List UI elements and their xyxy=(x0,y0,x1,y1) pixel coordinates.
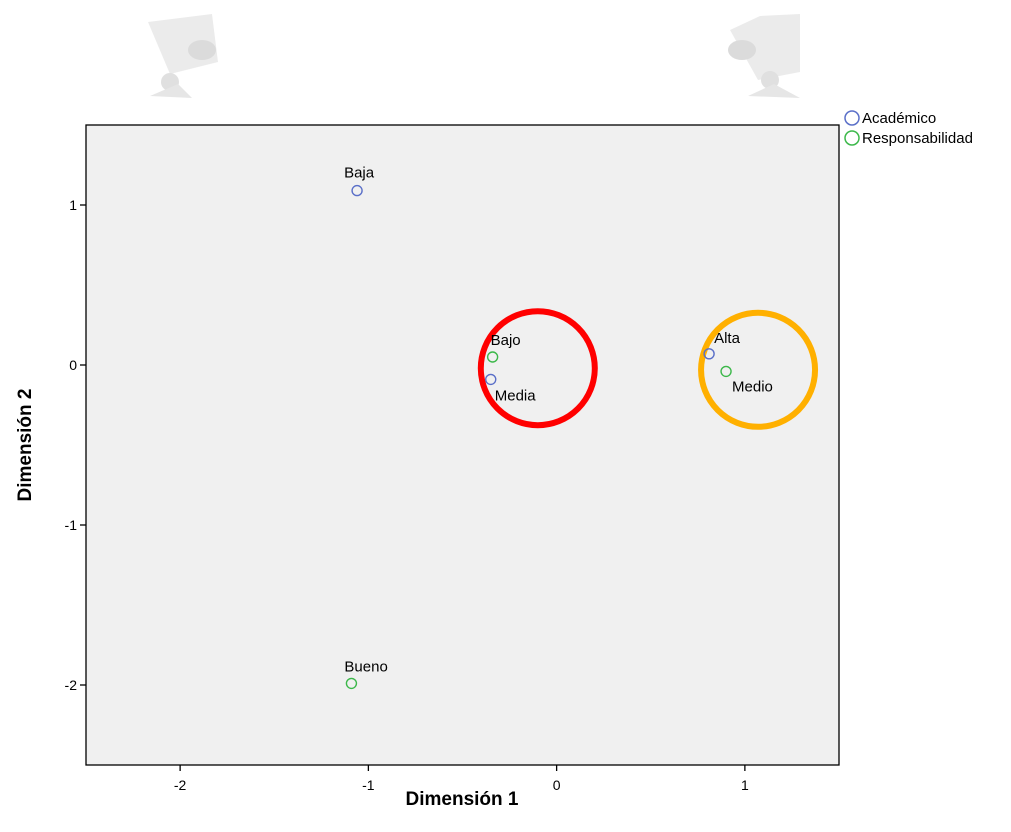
y-tick-label: 1 xyxy=(69,197,77,213)
watermark-left xyxy=(148,14,218,98)
point-label: Baja xyxy=(344,165,375,182)
watermark-right xyxy=(728,14,800,98)
x-tick-label: -2 xyxy=(174,777,187,793)
y-axis-title: Dimensión 2 xyxy=(15,389,36,502)
plot-area xyxy=(86,125,839,765)
legend-marker xyxy=(845,131,859,145)
point-label: Medio xyxy=(732,378,773,395)
x-tick-label: 1 xyxy=(741,777,749,793)
x-axis-title: Dimensión 1 xyxy=(406,789,519,810)
y-tick-label: -1 xyxy=(65,517,78,533)
point-label: Alta xyxy=(714,330,741,347)
x-tick-label: -1 xyxy=(362,777,375,793)
legend-marker xyxy=(845,111,859,125)
point-label: Bueno xyxy=(344,658,387,675)
x-tick-label: 0 xyxy=(553,777,561,793)
y-tick-label: 0 xyxy=(69,357,77,373)
y-axis: 1 0 -1 -2 xyxy=(65,197,86,693)
legend-label: Académico xyxy=(862,110,936,127)
legend: Académico Responsabilidad xyxy=(845,110,973,147)
point-label: Media xyxy=(495,387,537,404)
point-label: Bajo xyxy=(491,332,521,349)
legend-label: Responsabilidad xyxy=(862,130,973,147)
y-tick-label: -2 xyxy=(65,677,78,693)
